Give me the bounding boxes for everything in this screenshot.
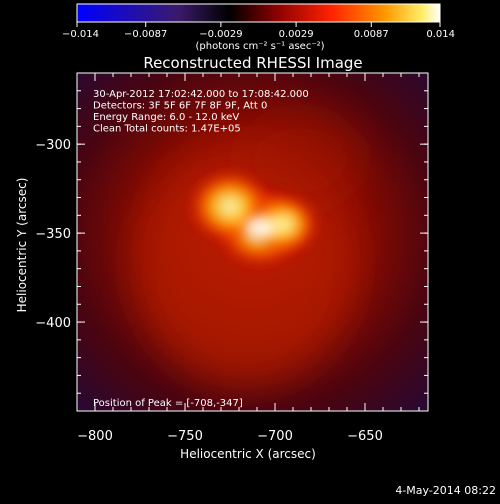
flare-source-3 bbox=[248, 193, 320, 255]
y-tick-label: −300 bbox=[35, 138, 71, 153]
colorbar-unit-label: (photons cm⁻² s⁻¹ asec⁻²) bbox=[195, 41, 324, 52]
colorbar-ticks: −0.014 −0.0087 −0.0029 0.0029 0.0087 0.014 bbox=[62, 22, 455, 40]
annotation-line-2: Detectors: 3F 5F 6F 7F 8F 9F, Att 0 bbox=[93, 101, 267, 112]
colorbar-tick-label: −0.014 bbox=[62, 29, 99, 40]
diffuse-emission-upper bbox=[240, 115, 360, 205]
image-area bbox=[77, 73, 428, 411]
x-tick-label: −650 bbox=[347, 429, 383, 444]
peak-position-label: Position of Peak = [-708,-347] bbox=[93, 398, 243, 409]
colorbar: −0.014 −0.0087 −0.0029 0.0029 0.0087 0.014 (p… bbox=[62, 3, 455, 52]
x-tick-label: −750 bbox=[167, 429, 203, 444]
footer-date: 4-May-2014 08:22 bbox=[395, 484, 496, 497]
y-axis-title: Heliocentric Y (arcsec) bbox=[15, 178, 29, 313]
y-tick-label: −350 bbox=[35, 227, 71, 242]
annotations: 30-Apr-2012 17:02:42.000 to 17:08:42.000… bbox=[93, 89, 309, 135]
flare-sources bbox=[187, 169, 320, 268]
y-tick-label: −400 bbox=[35, 316, 71, 331]
x-axis-title: Heliocentric X (arcsec) bbox=[180, 447, 316, 461]
annotation-line-4: Clean Total counts: 1.47E+05 bbox=[93, 124, 241, 135]
annotation-line-1: 30-Apr-2012 17:02:42.000 to 17:08:42.000 bbox=[93, 89, 309, 100]
colorbar-tick-label: 0.0087 bbox=[354, 29, 389, 40]
colorbar-gradient bbox=[76, 3, 441, 23]
chart-title: Reconstructed RHESSI Image bbox=[143, 54, 362, 72]
x-axis-ticks: −800 −750 −700 −650 bbox=[77, 73, 420, 444]
flare-peak-core bbox=[244, 215, 277, 240]
y-axis-ticks: −300 −350 −400 bbox=[35, 72, 428, 394]
x-tick-label: −700 bbox=[257, 429, 293, 444]
colorbar-tick-label: −0.0087 bbox=[124, 29, 167, 40]
colorbar-tick-label: 0.014 bbox=[426, 29, 455, 40]
colorbar-tick-label: 0.0029 bbox=[279, 29, 314, 40]
plot-frame bbox=[76, 72, 429, 412]
annotation-line-3: Energy Range: 6.0 - 12.0 keV bbox=[93, 112, 239, 123]
x-tick-label: −800 bbox=[77, 429, 113, 444]
colorbar-tick-label: −0.0029 bbox=[199, 29, 242, 40]
